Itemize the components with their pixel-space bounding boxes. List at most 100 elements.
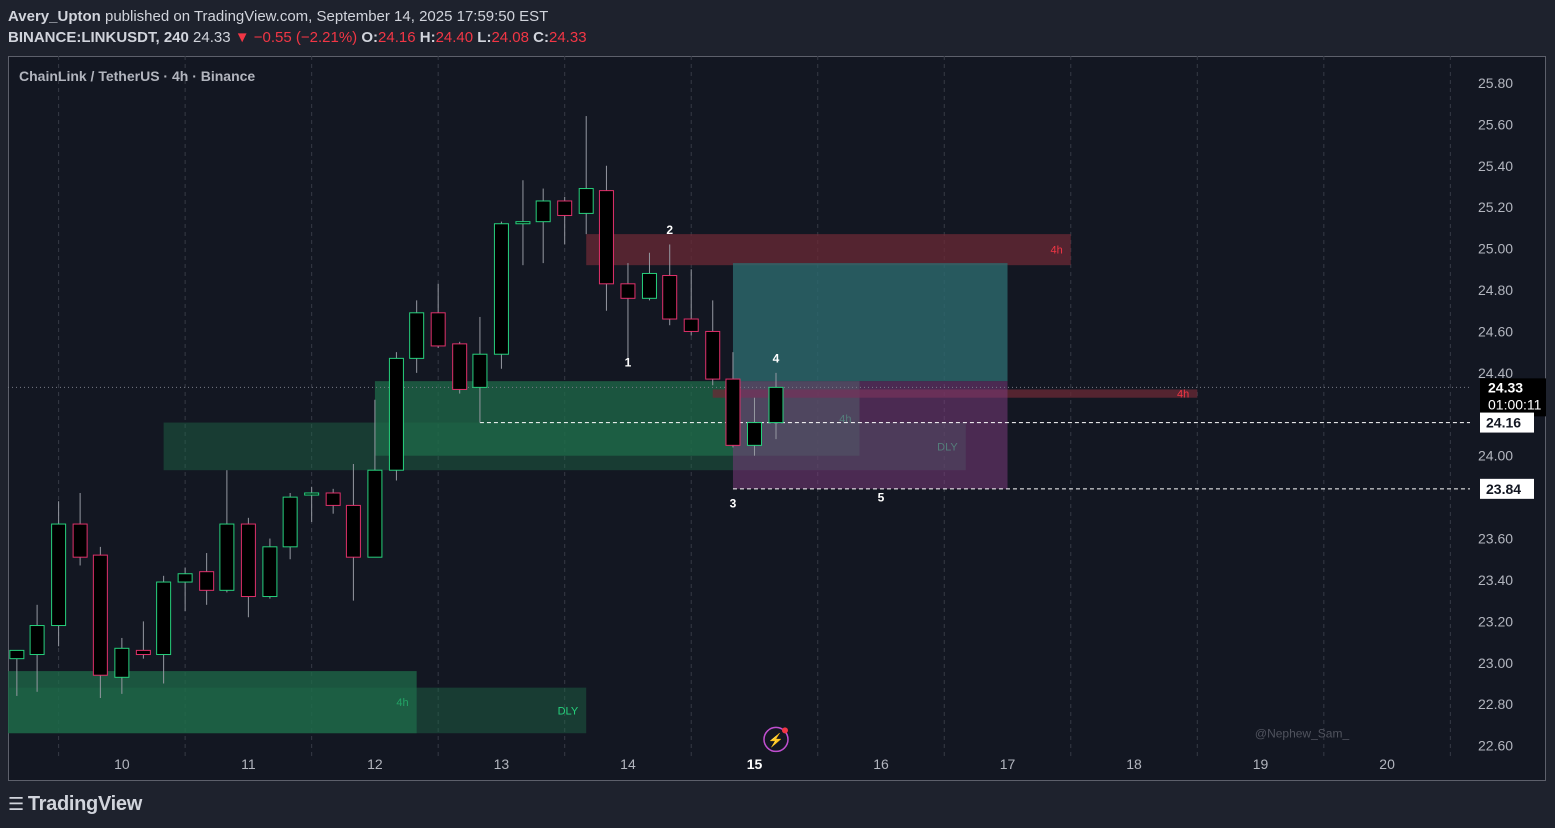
candle-body <box>114 647 130 678</box>
candle-body <box>345 504 361 558</box>
y-tick-label: 23.60 <box>1478 531 1513 547</box>
tradingview-logo[interactable]: ☰ TradingView <box>8 793 142 816</box>
candle-body <box>705 330 721 380</box>
wave-label: 5 <box>878 490 885 504</box>
high-value: 24.40 <box>435 29 474 46</box>
candle-body <box>409 312 425 359</box>
candle-body <box>662 275 678 320</box>
candle-body <box>768 386 784 424</box>
low-value: 24.08 <box>491 29 529 46</box>
current-price-tag <box>1480 378 1546 417</box>
candle-body <box>388 357 404 471</box>
candle-body <box>177 573 193 583</box>
candle-body <box>262 546 278 598</box>
candle-body <box>535 200 551 223</box>
close-value: 24.33 <box>549 29 587 46</box>
wave-label: 3 <box>730 496 737 510</box>
current-price-label: 24.33 <box>1488 379 1523 395</box>
wave-label: 4 <box>773 352 780 366</box>
price-line-tag-label: 24.16 <box>1486 415 1521 431</box>
lightning-icon: ⚡ <box>768 732 784 748</box>
watermark: @Nephew_Sam_ <box>1255 726 1350 740</box>
candle-body <box>51 523 67 627</box>
candle-body <box>515 221 531 225</box>
zone-demand <box>8 687 587 734</box>
x-tick-label: 16 <box>873 756 889 772</box>
y-tick-label: 23.00 <box>1478 655 1513 671</box>
candle-body <box>199 571 215 591</box>
x-tick-label: 17 <box>1000 756 1016 772</box>
y-tick-label: 25.60 <box>1478 116 1513 132</box>
symbol-label[interactable]: BINANCE:LINKUSDT, 240 <box>8 29 189 46</box>
close-label: C: <box>533 29 549 46</box>
last-price: 24.33 <box>193 29 231 46</box>
candle-body <box>240 523 256 598</box>
zone-label: 4h <box>1177 389 1189 401</box>
ohlc-line: BINANCE:LINKUSDT, 240 24.33 ▼ −0.55 (−2.… <box>8 27 587 49</box>
candle-body <box>472 353 488 388</box>
author-name[interactable]: Avery_Upton <box>8 8 101 25</box>
zone-label: 4h <box>1051 245 1063 257</box>
candle-body <box>9 649 25 660</box>
x-tick-label: 19 <box>1253 756 1269 772</box>
zone-label: DLY <box>558 705 579 717</box>
x-tick-label: 13 <box>494 756 510 772</box>
y-tick-label: 25.40 <box>1478 158 1513 174</box>
wave-label: 2 <box>666 223 673 237</box>
candle-body <box>493 223 509 355</box>
y-tick-label: 22.80 <box>1478 696 1513 712</box>
x-tick-label: 11 <box>241 756 256 772</box>
candle-body <box>725 378 741 446</box>
alert-dot-icon <box>781 727 788 734</box>
x-tick-label: 14 <box>620 756 636 772</box>
tradingview-logo-icon: ☰ <box>8 794 24 814</box>
candle-body <box>92 554 108 676</box>
candle-body <box>304 492 320 496</box>
candle-body <box>430 312 446 347</box>
price-line-tag <box>1480 412 1534 433</box>
published-text: published on TradingView.com, September … <box>104 8 549 25</box>
candle-body <box>452 343 468 390</box>
zone-label: 4h <box>396 697 408 709</box>
chart-header: Avery_Upton published on TradingView.com… <box>8 6 587 50</box>
price-line-tag-label: 23.84 <box>1486 481 1521 497</box>
y-tick-label: 24.80 <box>1478 282 1513 298</box>
y-tick-label: 25.00 <box>1478 241 1513 257</box>
candle-body <box>578 188 594 214</box>
y-tick-label: 25.80 <box>1478 75 1513 91</box>
high-label: H: <box>419 29 436 46</box>
tradingview-logo-text: TradingView <box>27 793 142 815</box>
candle-body <box>219 523 235 591</box>
wave-label: 1 <box>625 356 632 370</box>
candlestick-chart[interactable]: 4hDLY4h4h4hDLY1234525.8025.6025.4025.202… <box>8 56 1546 781</box>
candle-body <box>29 625 45 656</box>
candle-body <box>367 469 383 558</box>
y-tick-label: 25.20 <box>1478 199 1513 215</box>
candle-body <box>282 496 298 548</box>
y-tick-label: 22.60 <box>1478 738 1513 754</box>
target-zone <box>732 263 1008 382</box>
y-tick-label: 24.60 <box>1478 323 1513 339</box>
x-tick-label: 18 <box>1126 756 1142 772</box>
zone-supply <box>586 234 1071 266</box>
open-label: O: <box>361 29 379 46</box>
chart-title: ChainLink / TetherUS · 4h · Binance <box>19 68 256 84</box>
candle-body <box>683 318 699 332</box>
candle-body <box>72 523 88 558</box>
candle-body <box>641 272 657 299</box>
y-tick-label: 24.00 <box>1478 448 1513 464</box>
x-tick-label: 12 <box>367 756 383 772</box>
x-tick-label: 20 <box>1379 756 1395 772</box>
candle-body <box>598 190 614 285</box>
x-tick-label: 10 <box>114 756 130 772</box>
low-label: L: <box>477 29 492 46</box>
candle-body <box>620 283 636 299</box>
countdown-label: 01:00:11 <box>1488 396 1542 412</box>
alert-icon <box>763 726 789 753</box>
open-value: 24.16 <box>378 29 416 46</box>
zone-demand <box>8 671 417 734</box>
x-tick-label: 15 <box>747 756 763 772</box>
candle-body <box>156 581 172 656</box>
y-tick-label: 23.20 <box>1478 613 1513 629</box>
publish-line: Avery_Upton published on TradingView.com… <box>8 6 587 27</box>
